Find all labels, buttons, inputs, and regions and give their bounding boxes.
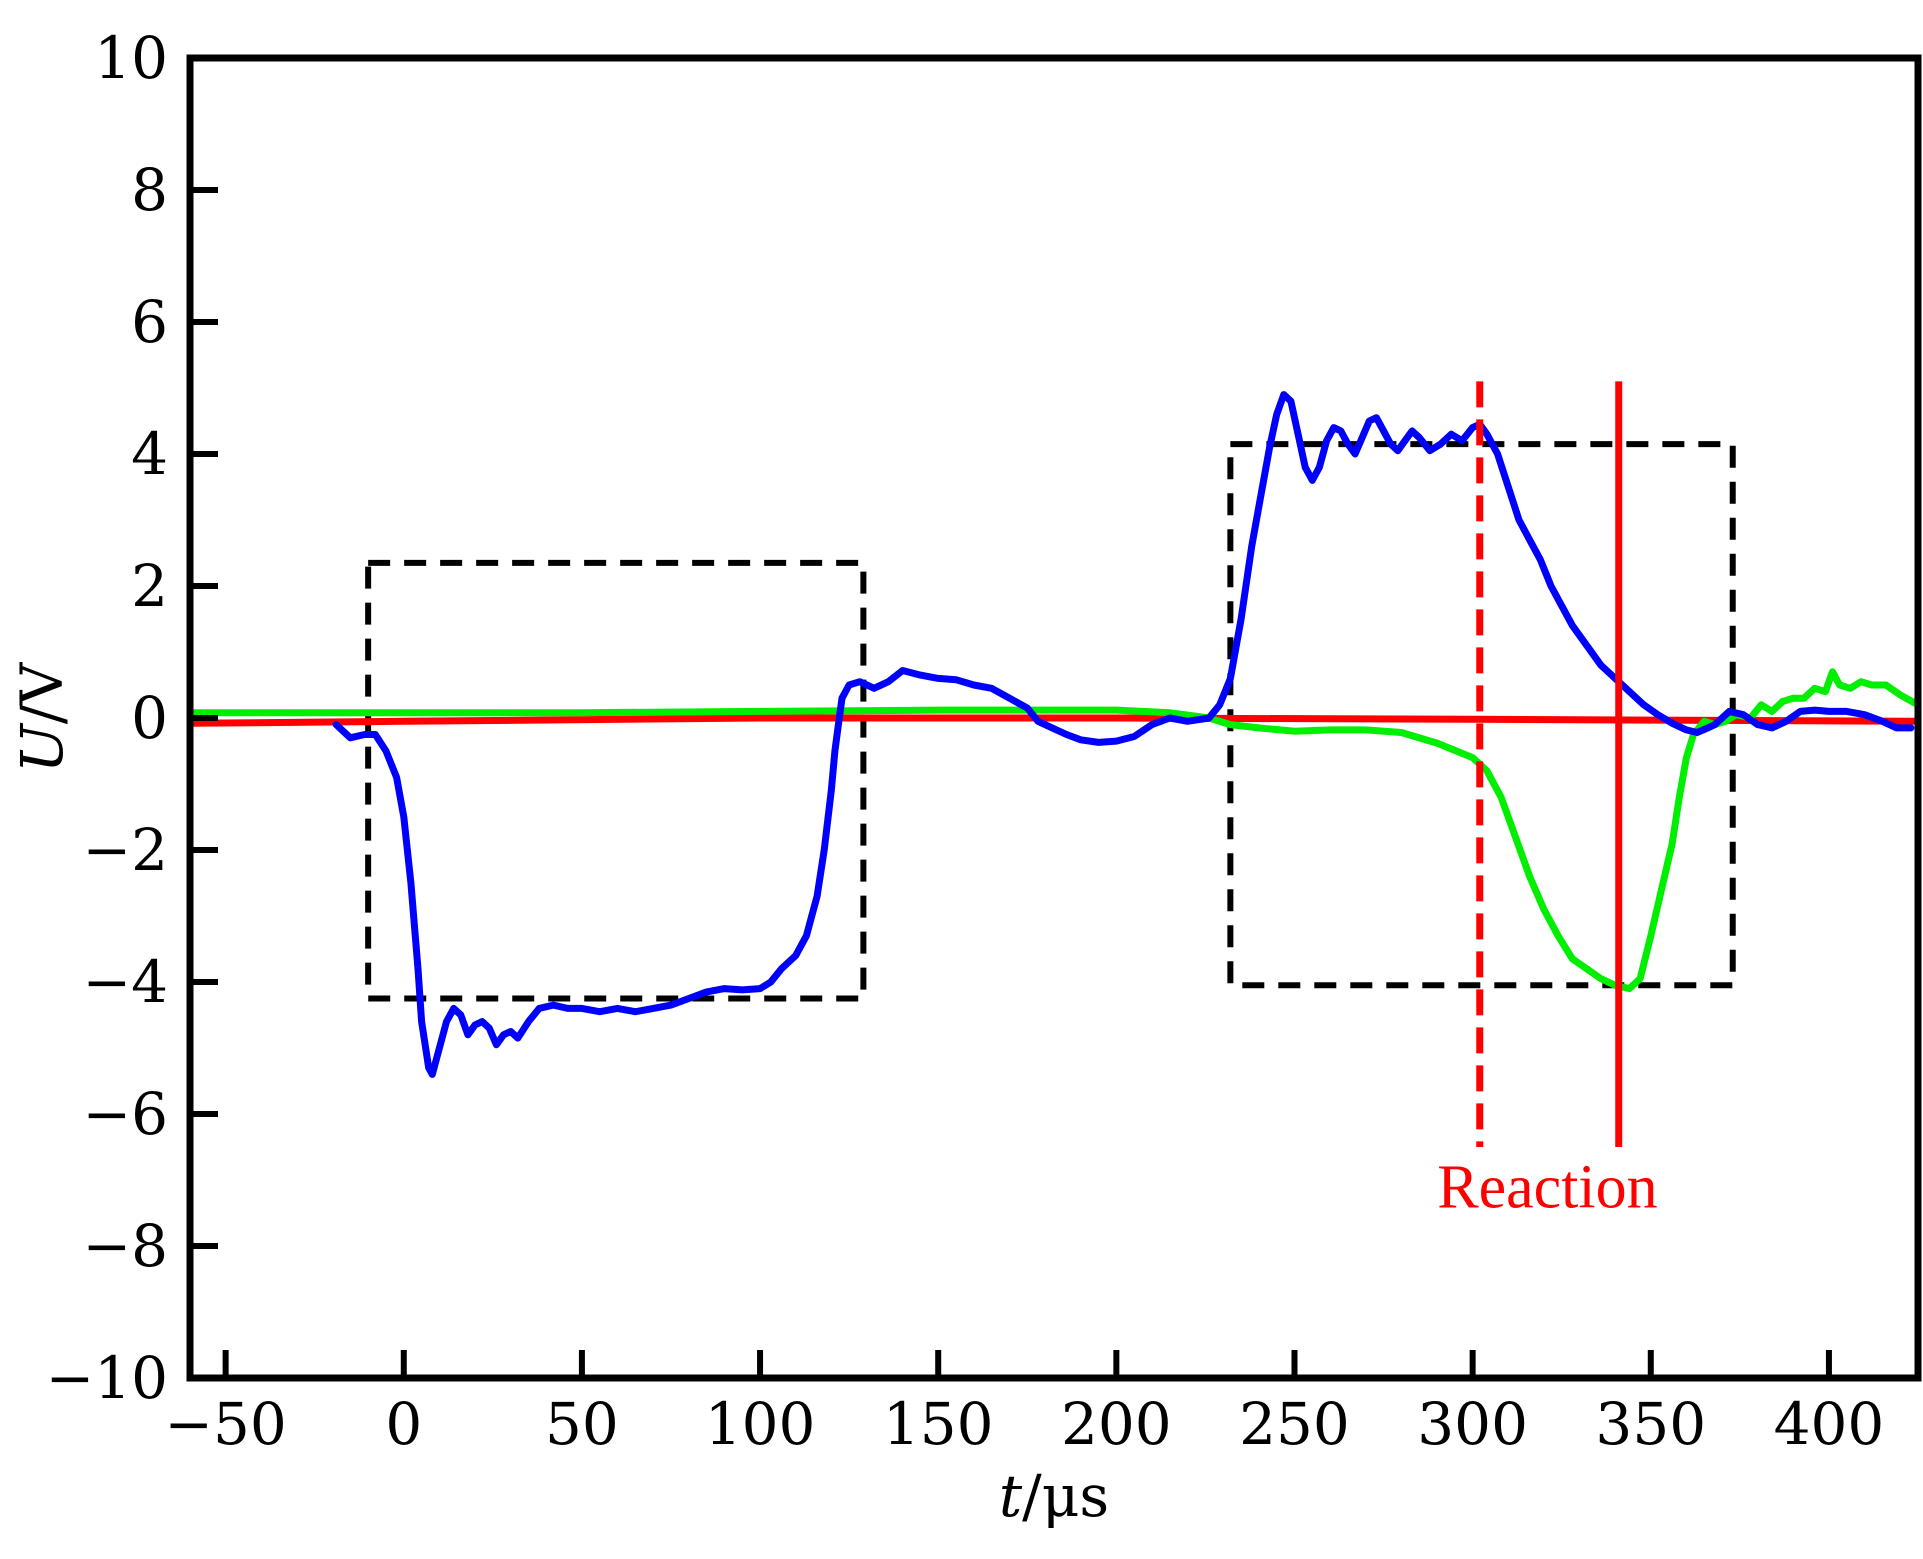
x-axis-label: t/μs bbox=[999, 1462, 1109, 1530]
y-tick-label: −10 bbox=[46, 1344, 168, 1412]
x-tick-label: 250 bbox=[1239, 1390, 1350, 1458]
y-tick-label: 6 bbox=[131, 288, 168, 356]
x-tick-label: 50 bbox=[545, 1390, 619, 1458]
y-axis-label-var: U bbox=[8, 722, 76, 773]
y-axis-label: U/V bbox=[8, 662, 76, 773]
y-tick-label: 0 bbox=[131, 684, 168, 752]
plot-area bbox=[190, 381, 1918, 1147]
x-tick-label: 350 bbox=[1595, 1390, 1706, 1458]
reaction-annotation: Reaction bbox=[1437, 1153, 1657, 1221]
plot-content: Reaction bbox=[190, 381, 1918, 1221]
series-line-3 bbox=[190, 714, 1918, 727]
y-tick-label: −4 bbox=[83, 948, 169, 1016]
series-line-2 bbox=[190, 668, 1918, 993]
y-tick-label: 8 bbox=[131, 156, 168, 224]
series-line-1 bbox=[332, 391, 1915, 1078]
x-tick-label: −50 bbox=[164, 1390, 286, 1458]
x-tick-label: 300 bbox=[1417, 1390, 1528, 1458]
y-tick-label: −8 bbox=[83, 1212, 169, 1280]
x-tick-label: 150 bbox=[883, 1390, 994, 1458]
y-tick-label: 2 bbox=[131, 552, 168, 620]
y-tick-label: −6 bbox=[83, 1080, 169, 1148]
x-tick-label: 200 bbox=[1061, 1390, 1172, 1458]
x-tick-label: 400 bbox=[1774, 1390, 1885, 1458]
y-tick-label: 4 bbox=[131, 420, 168, 488]
y-tick-label: 10 bbox=[94, 24, 168, 92]
x-axis-label-var: t bbox=[999, 1462, 1023, 1530]
x-tick-label: 0 bbox=[385, 1390, 422, 1458]
x-axis-label-unit: /μs bbox=[1022, 1462, 1109, 1530]
y-tick-label: −2 bbox=[83, 816, 169, 884]
axis-ticks: −50 0 50 100 150 200 250 300 350 400 −10 −8 −6 −4 −2 0 2… bbox=[46, 24, 1885, 1458]
y-axis-label-unit: /V bbox=[8, 662, 76, 725]
plot-frame bbox=[186, 54, 1922, 1382]
x-tick-label: 100 bbox=[705, 1390, 816, 1458]
highlight-box-1 bbox=[365, 559, 867, 1002]
